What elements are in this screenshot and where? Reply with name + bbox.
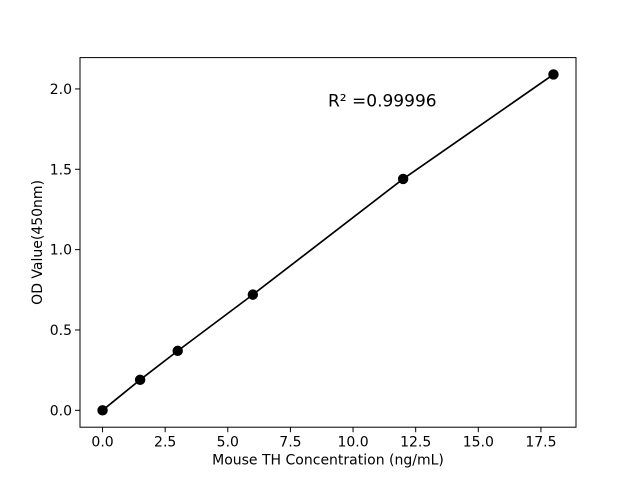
x-tick-label: 0.0 — [91, 435, 113, 451]
y-tick-label: 1.0 — [50, 243, 72, 259]
data-point — [247, 289, 259, 300]
data-point — [134, 374, 146, 385]
y-tick-label: 1.5 — [50, 162, 72, 178]
x-tick-label: 12.5 — [400, 435, 431, 451]
x-tick-label: 10.0 — [337, 435, 368, 451]
x-axis-label: Mouse TH Concentration (ng/mL) — [212, 453, 444, 469]
x-axis-ticks: 0.0 2.5 5.0 7.5 10.0 12.5 15.0 17.5 — [91, 427, 557, 451]
plot-area-border — [79, 57, 577, 428]
fit-line — [102, 73, 554, 411]
y-tick-label: 2.0 — [50, 82, 72, 98]
r-squared-annotation: R² =0.99996 — [328, 92, 437, 112]
data-point — [548, 69, 559, 80]
x-tick-label: 7.5 — [279, 435, 301, 451]
fit-line-and-data-points — [97, 69, 559, 416]
y-axis-label: OD Value(450nm) — [30, 180, 46, 305]
data-point — [172, 345, 183, 357]
x-tick-label: 15.0 — [463, 435, 494, 451]
x-tick-label: 5.0 — [217, 435, 239, 451]
x-tick-label: 17.5 — [525, 435, 556, 451]
y-axis-ticks: 0.0 0.5 1.0 1.5 2.0 — [50, 82, 80, 419]
data-point — [397, 173, 409, 185]
y-tick-label: 0.0 — [50, 403, 72, 419]
y-tick-label: 0.5 — [50, 323, 72, 339]
x-tick-label: 2.5 — [154, 435, 176, 451]
data-point — [97, 405, 108, 416]
